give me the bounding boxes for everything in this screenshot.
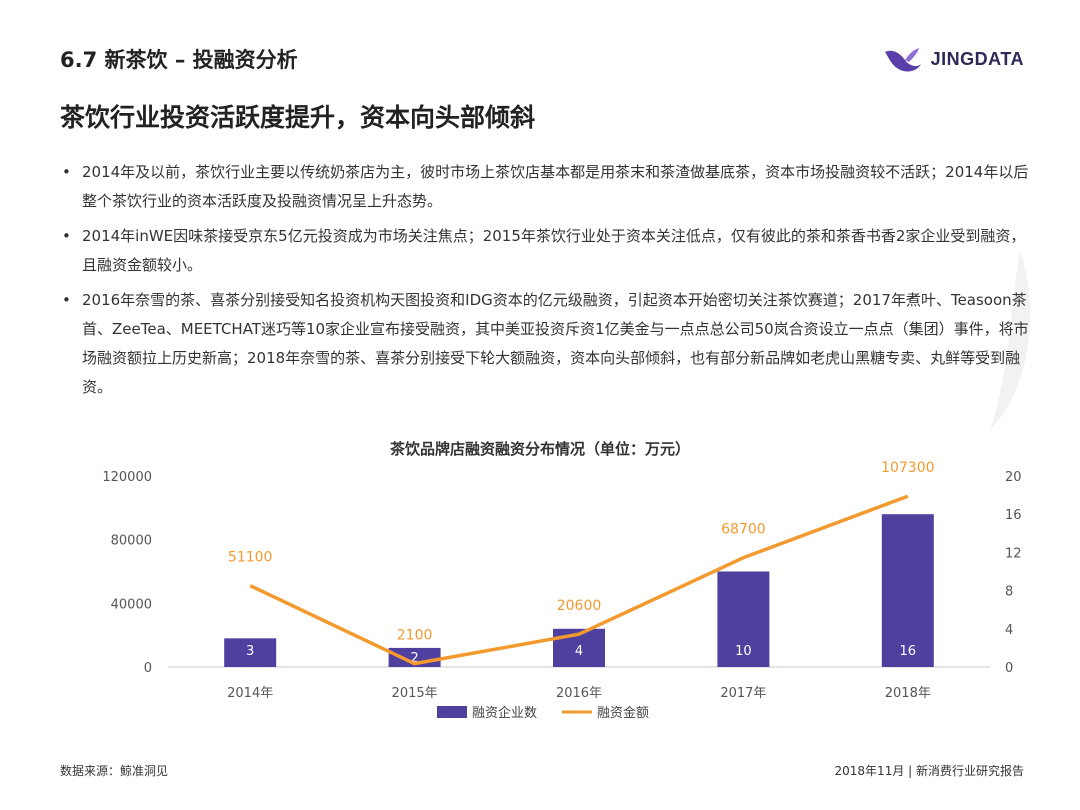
- footer-report: 2018年11月 | 新消费行业研究报告: [834, 764, 1024, 778]
- bar-value-label: 3: [246, 644, 254, 659]
- brand-name: JINGDATA: [930, 48, 1024, 69]
- bullet-text: 2016年奈雪的茶、喜茶分别接受知名投资机构天图投资和IDG资本的亿元级融资，引…: [82, 291, 1029, 396]
- x-tick-label: 2016年: [556, 686, 602, 701]
- decorative-leaf-icon: [990, 250, 1030, 430]
- x-tick-label: 2018年: [885, 686, 931, 701]
- line-value-label: 51100: [228, 550, 273, 566]
- y-right-tick-label: 0: [1005, 661, 1013, 676]
- line-value-label: 2100: [397, 628, 433, 644]
- bar-funded-companies: [881, 514, 934, 667]
- x-tick-label: 2014年: [227, 686, 273, 701]
- section-title: 6.7 新茶饮 – 投融资分析: [60, 48, 298, 72]
- bar-value-label: 2: [410, 651, 418, 666]
- whale-logo-icon: [884, 48, 921, 72]
- x-tick-label: 2015年: [392, 686, 438, 701]
- y-left-tick-label: 40000: [111, 597, 152, 612]
- y-right-tick-label: 20: [1005, 470, 1022, 485]
- line-value-label: 107300: [881, 460, 934, 476]
- bar-value-label: 10: [735, 644, 752, 659]
- legend-label-line: 融资金额: [597, 705, 649, 721]
- page-headline: 茶饮行业投资活跃度提升，资本向头部倾斜: [60, 103, 536, 132]
- bullet-dot: •: [62, 227, 71, 245]
- bullet-text: 2014年inWE因味茶接受京东5亿元投资成为市场关注焦点；2015年茶饮行业处…: [82, 227, 1026, 274]
- bullet-item: • 2014年及以前，茶饮行业主要以传统奶茶店为主，彼时市场上茶饮店基本都是用茶末…: [60, 158, 1035, 216]
- x-tick-label: 2017年: [720, 686, 766, 701]
- y-left-tick-label: 80000: [111, 534, 152, 549]
- bullet-list: • 2014年及以前，茶饮行业主要以传统奶茶店为主，彼时市场上茶饮店基本都是用茶末…: [60, 158, 1035, 408]
- bar-value-label: 16: [900, 644, 917, 659]
- brand-logo: JINGDATA: [883, 44, 1024, 74]
- y-left-tick-label: 0: [144, 661, 152, 676]
- bullet-item: • 2016年奈雪的茶、喜茶分别接受知名投资机构天图投资和IDG资本的亿元级融资，…: [60, 286, 1035, 402]
- line-funding-amount: [249, 494, 909, 666]
- bar-value-label: 4: [575, 644, 583, 659]
- chart-title: 茶饮品牌店融资融资分布情况（单位：万元）: [389, 440, 690, 458]
- footer-source: 数据来源：鲸准洞见: [60, 764, 169, 778]
- line-value-label: 68700: [721, 522, 766, 538]
- y-right-tick-label: 4: [1005, 623, 1013, 638]
- line-value-label: 20600: [557, 598, 602, 614]
- y-left-tick-label: 120000: [102, 470, 152, 485]
- y-right-tick-label: 8: [1005, 585, 1013, 600]
- bullet-dot: •: [62, 163, 71, 181]
- bullet-dot: •: [62, 291, 71, 309]
- bar-funded-companies: [717, 571, 770, 667]
- legend-label-bar: 融资企业数: [472, 705, 537, 721]
- bullet-text: 2014年及以前，茶饮行业主要以传统奶茶店为主，彼时市场上茶饮店基本都是用茶末和…: [82, 163, 1029, 210]
- y-right-tick-label: 16: [1005, 508, 1022, 523]
- bullet-item: • 2014年inWE因味茶接受京东5亿元投资成为市场关注焦点；2015年茶饮行业…: [60, 222, 1035, 280]
- bar-funded-companies: [224, 638, 277, 667]
- y-right-tick-label: 12: [1005, 546, 1022, 561]
- legend-swatch-bar: [437, 706, 467, 718]
